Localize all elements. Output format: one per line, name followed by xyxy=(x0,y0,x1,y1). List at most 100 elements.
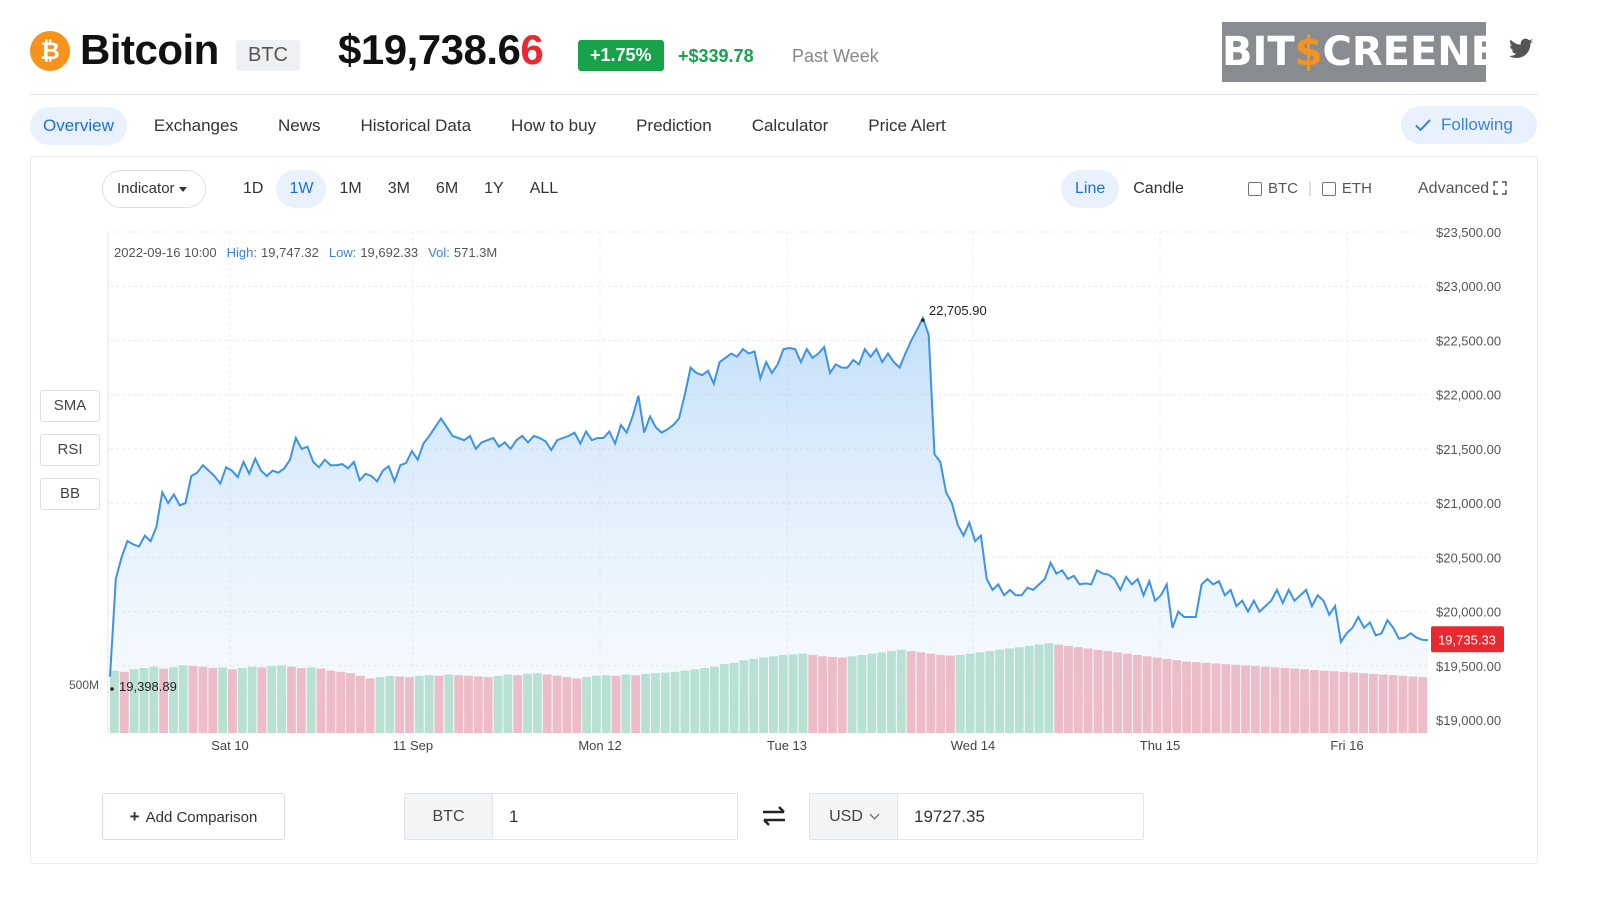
converter-from: BTC xyxy=(404,793,738,840)
y-tick-label: $22,500.00 xyxy=(1436,333,1501,348)
x-axis: Sat 10 11 Sep Mon 12 Tue 13 Wed 14 Thu 15 Fri … xyxy=(211,738,1363,753)
compare-btc-checkbox[interactable] xyxy=(1248,181,1262,196)
tooltip-vol-label: Vol: xyxy=(428,245,450,260)
tooltip-high-value: 19,747.32 xyxy=(261,245,319,260)
range-1d[interactable]: 1D xyxy=(243,180,264,197)
x-tick-label: Tue 13 xyxy=(767,738,807,753)
sma-button[interactable]: SMA xyxy=(40,390,100,422)
coin-header: ₿ Bitcoin BTC $19,738.66 +1.75% +$339.78… xyxy=(30,22,1570,84)
last-price-label: 19,735.33 xyxy=(1438,632,1496,647)
range-3m[interactable]: 3M xyxy=(387,180,410,197)
compare-options: BTC | ETH xyxy=(1248,180,1372,197)
price-line xyxy=(109,315,1429,677)
compare-btc-label: BTC xyxy=(1268,180,1298,197)
add-comparison-button[interactable]: + Add Comparison xyxy=(102,793,285,840)
y-tick-label: $20,500.00 xyxy=(1436,550,1501,565)
tab-price-alert[interactable]: Price Alert xyxy=(868,116,946,135)
y-tick-label: $23,000.00 xyxy=(1436,279,1501,294)
caret-down-icon xyxy=(178,186,187,192)
to-amount-input[interactable] xyxy=(898,794,1143,839)
coin-symbol-badge: BTC xyxy=(236,40,300,71)
type-candle[interactable]: Candle xyxy=(1133,180,1184,197)
chart-panel xyxy=(30,156,1538,864)
min-point-marker xyxy=(110,687,114,691)
price-last-digit: 6 xyxy=(520,26,544,73)
header-divider xyxy=(30,94,1538,95)
tab-historical-data[interactable]: Historical Data xyxy=(360,116,472,135)
y-tick-label: $20,000.00 xyxy=(1436,605,1501,620)
max-price-label: 22,705.90 xyxy=(929,303,987,318)
to-currency-label: USD xyxy=(829,808,863,825)
change-percent-badge: +1.75% xyxy=(578,40,664,71)
change-amount: +$339.78 xyxy=(678,46,754,66)
current-price: $19,738.66 xyxy=(338,26,544,74)
y-tick-label: $19,500.00 xyxy=(1436,659,1501,674)
x-tick-label: 11 Sep xyxy=(393,738,433,753)
price-area xyxy=(110,318,1428,733)
converter-to: USD xyxy=(809,793,1144,840)
x-tick-label: Mon 12 xyxy=(578,738,621,753)
swap-icon[interactable] xyxy=(760,804,788,828)
change-period: Past Week xyxy=(792,46,879,66)
last-price-badge xyxy=(1431,626,1504,653)
x-tick-label: Sat 10 xyxy=(211,738,249,753)
x-tick-label: Thu 15 xyxy=(1140,738,1180,753)
to-currency-select[interactable]: USD xyxy=(810,794,898,839)
from-currency-label: BTC xyxy=(405,794,493,839)
tab-prediction[interactable]: Prediction xyxy=(636,116,712,135)
twitter-icon[interactable] xyxy=(1508,36,1534,62)
tooltip-low-label: Low: xyxy=(329,245,356,260)
y-tick-label: $22,000.00 xyxy=(1436,388,1501,403)
advanced-button[interactable]: Advanced xyxy=(1418,180,1507,198)
indicator-dropdown[interactable]: Indicator xyxy=(102,170,206,208)
tab-news[interactable]: News xyxy=(277,116,321,135)
from-amount-input[interactable] xyxy=(493,794,737,839)
tooltip-vol-value: 571.3M xyxy=(454,245,497,260)
y-tick-label: $21,500.00 xyxy=(1436,442,1501,457)
range-1y[interactable]: 1Y xyxy=(484,180,504,197)
coin-name: Bitcoin xyxy=(80,26,219,73)
price-main: $19,738.6 xyxy=(338,26,521,73)
range-all[interactable]: ALL xyxy=(529,180,559,197)
bb-button[interactable]: BB xyxy=(40,478,100,510)
y-axis: $19,000.00 $19,500.00 $20,000.00 $20,500.00… xyxy=(69,225,1501,728)
tooltip-high-label: High: xyxy=(227,245,257,260)
following-label: Following xyxy=(1441,115,1513,134)
tooltip-low-value: 19,692.33 xyxy=(360,245,418,260)
bitcoin-logo-icon: ₿ xyxy=(30,31,70,71)
range-1w[interactable]: 1W xyxy=(276,170,327,208)
y-tick-label: $19,000.00 xyxy=(1436,713,1501,728)
coin-nav-tabs: Overview Exchanges News Historical Data … xyxy=(30,106,966,146)
check-icon xyxy=(1415,119,1431,132)
chart-markers: 22,705.90 19,398.89 19,735.33 xyxy=(110,303,1504,694)
tab-how-to-buy[interactable]: How to buy xyxy=(511,116,597,135)
y-tick-label: $21,000.00 xyxy=(1436,496,1501,511)
time-range-selector: 1D 1W 1M 3M 6M 1Y ALL xyxy=(230,170,571,208)
range-1m[interactable]: 1M xyxy=(339,180,362,197)
advanced-label: Advanced xyxy=(1418,180,1490,197)
tab-exchanges[interactable]: Exchanges xyxy=(153,116,238,135)
rsi-button[interactable]: RSI xyxy=(40,434,100,466)
min-price-label: 19,398.89 xyxy=(119,679,177,694)
chevron-down-icon xyxy=(869,809,880,820)
x-tick-label: Fri 16 xyxy=(1330,738,1363,753)
tab-overview[interactable]: Overview xyxy=(30,107,127,145)
compare-divider: | xyxy=(1308,180,1312,197)
tab-calculator[interactable]: Calculator xyxy=(751,116,829,135)
plus-icon: + xyxy=(129,807,140,826)
compare-eth-label: ETH xyxy=(1341,180,1372,197)
x-tick-label: Wed 14 xyxy=(951,738,996,753)
add-comparison-label: Add Comparison xyxy=(145,809,258,826)
tooltip-datetime: 2022-09-16 10:00 xyxy=(114,245,217,260)
type-line[interactable]: Line xyxy=(1061,170,1120,208)
chart-type-selector: Line Candle xyxy=(1061,170,1198,208)
compare-eth-checkbox[interactable] xyxy=(1321,181,1336,196)
chart-tooltip: 2022-09-16 10:00 High: 19,747.32 Low: 19,692… xyxy=(114,245,497,260)
indicator-label: Indicator xyxy=(117,180,175,197)
volume-axis-label: 500M xyxy=(69,678,99,692)
range-6m[interactable]: 6M xyxy=(435,180,459,197)
following-button[interactable]: Following xyxy=(1401,106,1537,144)
bitscreener-logo[interactable]: BIT$CREENER xyxy=(1222,22,1529,82)
